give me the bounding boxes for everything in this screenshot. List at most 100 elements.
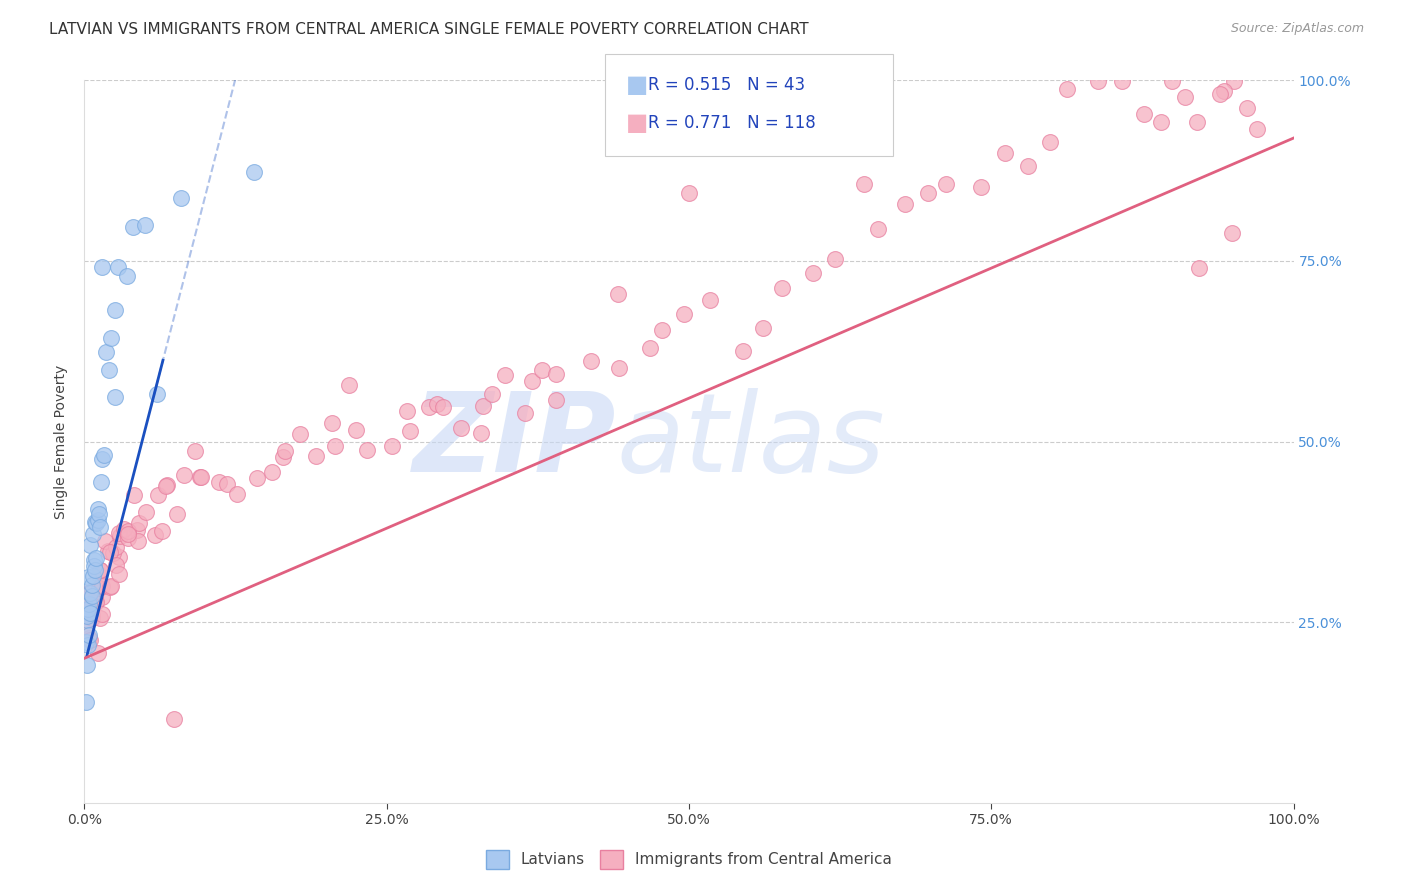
Point bbox=[607, 287, 630, 301]
Point bbox=[246, 471, 269, 485]
Point bbox=[1160, 74, 1182, 88]
Point bbox=[1236, 101, 1258, 115]
Point bbox=[1209, 87, 1232, 101]
Point bbox=[83, 553, 105, 567]
Point bbox=[110, 529, 132, 543]
Point bbox=[1185, 115, 1208, 129]
Point bbox=[893, 197, 915, 211]
Point bbox=[208, 475, 231, 489]
Point bbox=[87, 568, 110, 582]
Point bbox=[79, 606, 101, 620]
Point bbox=[115, 269, 138, 284]
Point bbox=[426, 397, 449, 411]
Point bbox=[80, 608, 103, 623]
Point bbox=[135, 506, 157, 520]
Point bbox=[86, 513, 108, 527]
Point bbox=[1222, 227, 1244, 241]
Point bbox=[531, 362, 554, 376]
Point bbox=[134, 218, 156, 232]
Point bbox=[166, 507, 188, 521]
Point bbox=[546, 392, 568, 407]
Point bbox=[104, 391, 127, 405]
Point bbox=[108, 566, 131, 581]
Point bbox=[305, 449, 328, 463]
Point bbox=[90, 475, 112, 489]
Y-axis label: Single Female Poverty: Single Female Poverty bbox=[55, 365, 69, 518]
Point bbox=[156, 478, 179, 492]
Point bbox=[472, 399, 495, 413]
Point bbox=[1212, 84, 1234, 98]
Point bbox=[93, 448, 115, 462]
Point bbox=[107, 260, 129, 274]
Point bbox=[84, 515, 107, 529]
Point bbox=[824, 252, 846, 266]
Point bbox=[97, 363, 120, 377]
Point bbox=[117, 524, 139, 539]
Point bbox=[77, 638, 100, 652]
Point bbox=[101, 546, 124, 560]
Point bbox=[86, 516, 108, 531]
Point bbox=[772, 281, 794, 295]
Point bbox=[107, 549, 129, 564]
Point bbox=[1039, 136, 1062, 150]
Point bbox=[82, 569, 104, 583]
Point bbox=[1056, 82, 1078, 96]
Point bbox=[76, 609, 98, 624]
Point bbox=[89, 563, 111, 577]
Point bbox=[1188, 261, 1211, 276]
Point bbox=[274, 444, 297, 458]
Point bbox=[321, 416, 343, 430]
Point bbox=[86, 502, 108, 516]
Text: ■: ■ bbox=[626, 112, 648, 135]
Point bbox=[651, 323, 673, 337]
Point bbox=[77, 597, 100, 611]
Point bbox=[76, 658, 98, 673]
Point bbox=[399, 424, 422, 438]
Point bbox=[470, 425, 492, 440]
Point bbox=[325, 439, 347, 453]
Point bbox=[87, 646, 110, 660]
Point bbox=[100, 331, 122, 345]
Point bbox=[994, 146, 1017, 161]
Point bbox=[1017, 160, 1039, 174]
Point bbox=[80, 578, 103, 592]
Point bbox=[188, 470, 211, 484]
Point bbox=[356, 442, 378, 457]
Point bbox=[98, 545, 121, 559]
Point bbox=[86, 550, 108, 565]
Point bbox=[91, 590, 114, 604]
Text: ■: ■ bbox=[626, 73, 648, 96]
Point bbox=[1150, 115, 1173, 129]
Text: R = 0.771   N = 118: R = 0.771 N = 118 bbox=[648, 114, 815, 132]
Point bbox=[273, 450, 295, 464]
Point bbox=[94, 533, 117, 548]
Point bbox=[104, 303, 127, 318]
Point bbox=[79, 538, 101, 552]
Point bbox=[731, 343, 754, 358]
Point bbox=[89, 563, 111, 577]
Point bbox=[146, 488, 169, 502]
Point bbox=[418, 400, 440, 414]
Point bbox=[579, 354, 602, 368]
Point bbox=[450, 421, 472, 435]
Point bbox=[1223, 74, 1246, 88]
Point bbox=[226, 487, 249, 501]
Point bbox=[91, 260, 114, 275]
Text: R = 0.515   N = 43: R = 0.515 N = 43 bbox=[648, 76, 806, 94]
Point bbox=[89, 520, 111, 534]
Point bbox=[124, 487, 146, 501]
Text: LATVIAN VS IMMIGRANTS FROM CENTRAL AMERICA SINGLE FEMALE POVERTY CORRELATION CHA: LATVIAN VS IMMIGRANTS FROM CENTRAL AMERI… bbox=[49, 22, 808, 37]
Point bbox=[170, 191, 193, 205]
Point bbox=[77, 628, 100, 642]
Point bbox=[513, 407, 536, 421]
Point bbox=[522, 374, 544, 388]
Point bbox=[80, 599, 103, 613]
Point bbox=[87, 581, 110, 595]
Point bbox=[128, 516, 150, 530]
Point bbox=[75, 624, 97, 638]
Point bbox=[84, 595, 107, 609]
Point bbox=[607, 361, 630, 376]
Point bbox=[288, 426, 311, 441]
Point bbox=[80, 589, 103, 603]
Point bbox=[150, 524, 173, 539]
